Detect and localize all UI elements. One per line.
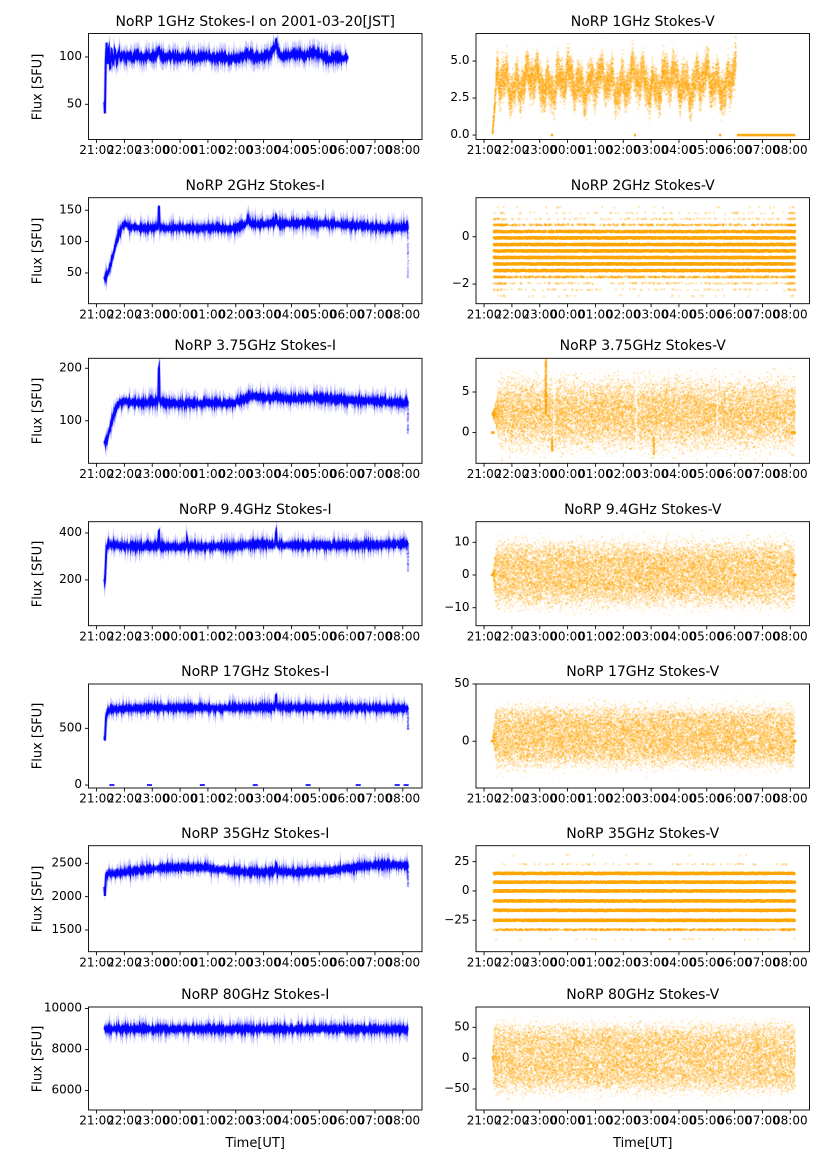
y-axis-label: Flux [SFU] — [30, 53, 46, 120]
y-axis-label: Flux [SFU] — [30, 702, 46, 770]
y-axis-label: Flux [SFU] — [30, 540, 46, 607]
y-axis-label: Flux [SFU] — [30, 217, 46, 284]
y-axis-label: Flux [SFU] — [30, 1025, 46, 1092]
y-axis-label: Flux [SFU] — [30, 865, 46, 932]
x-axis-label: Time[UT] — [225, 1136, 285, 1151]
x-axis-label: Time[UT] — [613, 1136, 673, 1151]
y-axis-label: Flux [SFU] — [30, 377, 46, 445]
